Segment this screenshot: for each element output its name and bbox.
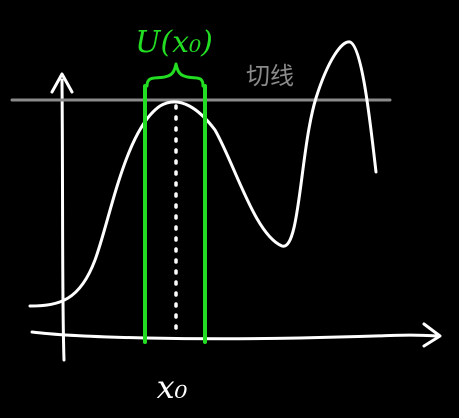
x-axis-line [30, 330, 440, 341]
x-axis [30, 322, 442, 348]
neighborhood-brace [145, 62, 205, 88]
y-axis-arrowhead [50, 72, 74, 94]
function-curve [28, 40, 378, 308]
tangent-label: 切线 [246, 62, 294, 90]
y-axis-line [60, 78, 66, 362]
x-axis-arrowhead [422, 322, 442, 348]
neighborhood-label: U(x₀) [135, 25, 213, 60]
point-label: x₀ [157, 368, 188, 406]
y-axis [50, 72, 74, 362]
